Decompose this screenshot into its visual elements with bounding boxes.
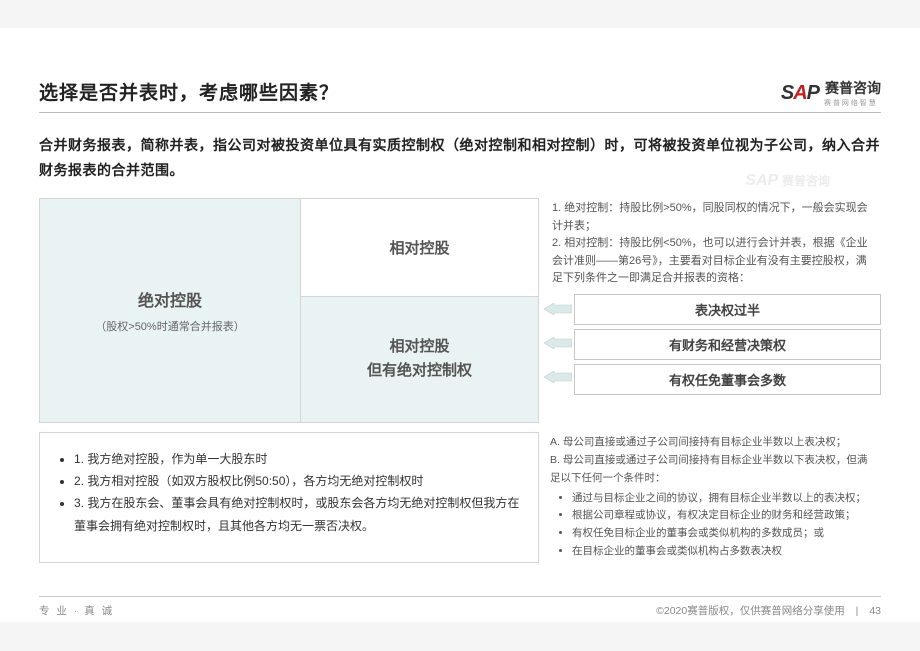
brand-logo: SAP 赛普咨询 赛 普 网 络 智 慧 (781, 78, 881, 108)
bottom-left-box: 1. 我方绝对控股，作为单一大股东时 2. 我方相对控股（如双方股权比例50:5… (39, 432, 539, 563)
br-sublist: 通过与目标企业之间的协议，拥有目标企业半数以上的表决权； 根据公司章程或协议，有… (550, 490, 877, 561)
logo-letter-p: P (807, 82, 819, 104)
watermark-cn: 赛普咨询 (782, 174, 830, 188)
logo-text-wrap: 赛普咨询 赛 普 网 络 智 慧 (822, 78, 881, 108)
list-item: 3. 我方在股东会、董事会具有绝对控制权时，或股东会各方均无绝对控制权但我方在董… (74, 492, 528, 536)
criteria-box-2: 有财务和经营决策权 (574, 329, 881, 360)
criteria-p1: 1. 绝对控制：持股比例>50%，同股同权的情况下，一般会实现会计并表； (552, 200, 875, 235)
list-item: 1. 我方绝对控股，作为单一大股东时 (74, 448, 528, 470)
diagram-box: 绝对控股 （股权>50%时通常合并报表） 相对控股 相对控股 但有绝对控制权 (39, 198, 539, 423)
logo-subtitle: 赛 普 网 络 智 慧 (824, 98, 881, 108)
relative-bottom: 相对控股 但有绝对控制权 (300, 297, 538, 422)
criteria-p2: 2. 相对控制：持股比例<50%，也可以进行会计并表，根据《企业会计准则——第2… (552, 235, 875, 288)
bottom-right-box: A. 母公司直接或通过子公司间接持有目标企业半数以上表决权； B. 母公司直接或… (546, 432, 881, 563)
criteria-panel: 1. 绝对控制：持股比例>50%，同股同权的情况下，一般会实现会计并表； 2. … (546, 198, 881, 423)
list-item: 通过与目标企业之间的协议，拥有目标企业半数以上的表决权； (572, 490, 877, 508)
relative-bottom-line2: 但有绝对控制权 (367, 359, 472, 383)
arrow-icon-2 (544, 336, 572, 348)
arrow-icon-3 (544, 370, 572, 382)
relative-top: 相对控股 (300, 199, 538, 297)
logo-chinese: 赛普咨询 (825, 78, 881, 98)
bottom-band (0, 622, 920, 651)
logo-letter-a: A (793, 82, 806, 104)
list-item: 在目标企业的董事会或类似机构占多数表决权 (572, 543, 877, 561)
header: 选择是否并表时，考虑哪些因素？ SAP 赛普咨询 赛 普 网 络 智 慧 (39, 78, 881, 108)
criteria-text: 1. 绝对控制：持股比例>50%，同股同权的情况下，一般会实现会计并表； 2. … (546, 198, 881, 294)
list-item: 2. 我方相对控股（如双方股权比例50:50），各方均无绝对控制权时 (74, 470, 528, 492)
list-item: 根据公司章程或协议，有权决定目标企业的财务和经营政策； (572, 507, 877, 525)
footer-copy: ©2020赛普版权，仅供赛普网络分享使用 (656, 605, 845, 617)
watermark-en: SAP (745, 172, 777, 189)
logo-sap: SAP (781, 82, 819, 105)
footer-sep: | (856, 605, 859, 617)
arrow-icon-1 (544, 302, 572, 314)
relative-column: 相对控股 相对控股 但有绝对控制权 (300, 199, 538, 422)
list-item: 有权任免目标企业的董事会或类似机构的多数成员；或 (572, 525, 877, 543)
absolute-subtitle: （股权>50%时通常合并报表） (95, 318, 244, 334)
page-title: 选择是否并表时，考虑哪些因素？ (39, 78, 339, 105)
header-divider (39, 112, 881, 113)
criteria-boxes: 表决权过半 有财务和经营决策权 有权任免董事会多数 (546, 294, 881, 395)
br-line-b: B. 母公司直接或通过子公司间接持有目标企业半数以下表决权，但满足以下任何一个条… (550, 452, 877, 488)
absolute-control-box: 绝对控股 （股权>50%时通常合并报表） (40, 199, 300, 422)
absolute-title: 绝对控股 (138, 287, 202, 311)
slide-page: 选择是否并表时，考虑哪些因素？ SAP 赛普咨询 赛 普 网 络 智 慧 合并财… (0, 0, 920, 651)
footer-right: ©2020赛普版权，仅供赛普网络分享使用 | 43 (648, 603, 881, 618)
footer-page: 43 (869, 605, 881, 617)
bottom-left-list: 1. 我方绝对控股，作为单一大股东时 2. 我方相对控股（如双方股权比例50:5… (64, 448, 528, 537)
watermark: SAP 赛普咨询 (745, 172, 830, 190)
bottom-row: 1. 我方绝对控股，作为单一大股东时 2. 我方相对控股（如双方股权比例50:5… (39, 432, 881, 563)
logo-letter-s: S (781, 82, 793, 104)
relative-bottom-line1: 相对控股 (389, 335, 449, 359)
top-band (0, 0, 920, 28)
br-line-a: A. 母公司直接或通过子公司间接持有目标企业半数以上表决权； (550, 434, 877, 452)
footer-left: 专 业 · 真 诚 (39, 603, 114, 618)
footer: 专 业 · 真 诚 ©2020赛普版权，仅供赛普网络分享使用 | 43 (39, 596, 881, 618)
diagram-row: 绝对控股 （股权>50%时通常合并报表） 相对控股 相对控股 但有绝对控制权 1… (39, 198, 881, 423)
criteria-box-3: 有权任免董事会多数 (574, 364, 881, 395)
criteria-box-1: 表决权过半 (574, 294, 881, 325)
